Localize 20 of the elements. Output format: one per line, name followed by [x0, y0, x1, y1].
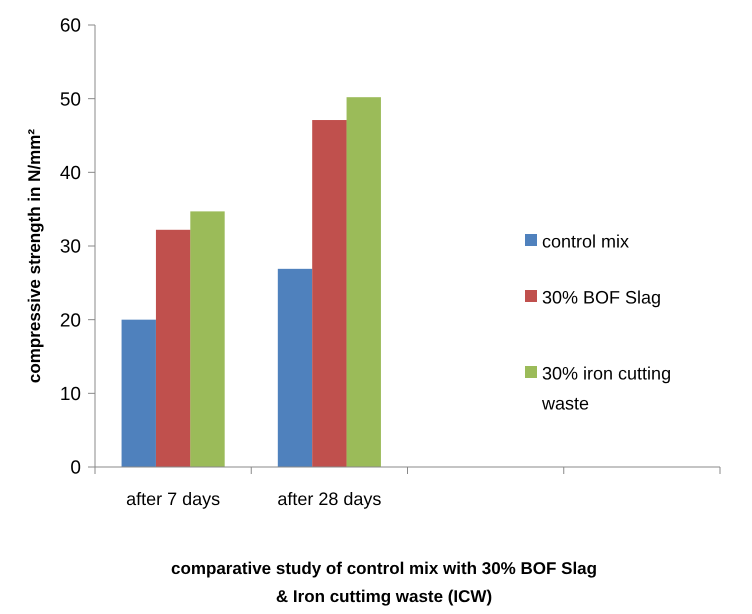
bar: [156, 230, 190, 467]
x-tick-label: after 28 days: [277, 489, 382, 509]
y-tick-label: 60: [60, 16, 81, 37]
bar: [190, 211, 225, 467]
bar: [278, 268, 312, 467]
y-tick-label: 50: [60, 89, 81, 110]
bar: [312, 120, 347, 467]
y-tick-label: 10: [60, 384, 81, 405]
bar: [346, 97, 381, 467]
y-axis-title: compressive strength in N/mm²: [25, 128, 44, 384]
legend-label: 30% BOF Slag: [542, 287, 662, 308]
y-tick-label: 20: [60, 310, 81, 332]
y-tick-label: 0: [70, 458, 81, 479]
x-tick-label: after 7 days: [126, 489, 220, 509]
legend-label: control mix: [542, 231, 630, 252]
y-tick-label: 40: [60, 162, 81, 184]
bar: [122, 320, 156, 467]
x-axis-title: comparative study of control mix with 30% BOF Slag & Iron cuttimg waste (ICW): [170, 559, 598, 606]
y-tick-label: 30: [60, 236, 81, 258]
legend-label: 30% iron cutting waste: [541, 363, 672, 414]
